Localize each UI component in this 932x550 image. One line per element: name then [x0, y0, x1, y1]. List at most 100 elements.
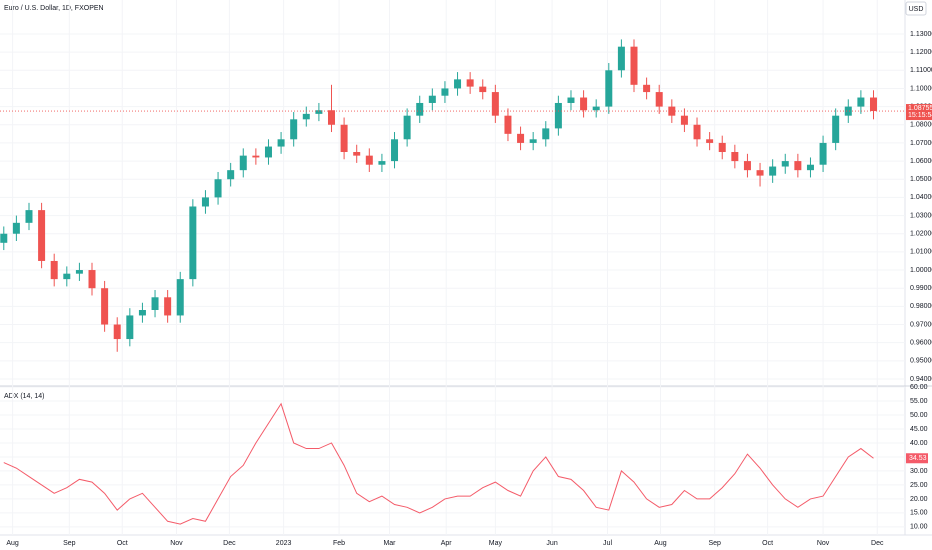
candle-body	[756, 170, 764, 176]
x-tick-label: Sep	[63, 540, 76, 547]
y-tick-label: 40.00	[910, 440, 928, 447]
candle-body	[88, 270, 96, 289]
x-tick-label: Feb	[333, 540, 345, 547]
candle-body	[340, 124, 348, 153]
indicator-title: ADX (14, 14)	[4, 393, 44, 400]
candle-body	[630, 46, 638, 85]
y-tick-label: 1.03000	[910, 212, 932, 219]
currency: USD	[909, 6, 924, 13]
y-tick-label: 15.00	[910, 510, 928, 517]
candle-body	[479, 86, 487, 93]
candle-body	[680, 115, 688, 125]
candle-body	[113, 324, 121, 340]
candle-body	[718, 142, 726, 153]
candle-body	[239, 155, 247, 171]
candle-body	[605, 70, 613, 107]
chart-title: Euro / U.S. Dollar, 1D, FXOPEN	[4, 5, 104, 12]
candle-body	[554, 102, 562, 129]
y-tick-label: 55.00	[910, 398, 928, 405]
candle-body	[769, 166, 777, 176]
candle-body	[731, 152, 739, 162]
candle-body	[517, 133, 525, 143]
candle-body	[580, 97, 588, 111]
candle-body	[315, 110, 323, 114]
candle-body	[25, 210, 33, 223]
candle-body	[63, 273, 71, 280]
candle-body	[176, 279, 184, 316]
x-tick-label: Dec	[871, 540, 884, 547]
candle-body	[743, 161, 751, 171]
y-tick-label: 1.04000	[910, 194, 932, 201]
candle-body	[643, 84, 651, 93]
candle-body	[794, 161, 802, 171]
y-tick-label: 60.00	[910, 384, 928, 391]
y-tick-label: 1.00000	[910, 267, 932, 274]
y-tick-label: 1.05000	[910, 176, 932, 183]
candle-body	[75, 270, 83, 274]
candle-body	[378, 161, 386, 165]
x-tick-label: Jun	[546, 540, 557, 547]
price-label-box	[906, 104, 932, 121]
x-tick-label: Oct	[762, 540, 773, 547]
candle-body	[189, 206, 197, 280]
candle-body	[101, 288, 109, 325]
candle-body	[857, 97, 865, 107]
y-tick-label: 1.11000	[910, 67, 932, 74]
price-label: 1.08755	[908, 105, 932, 112]
candle-body	[806, 164, 814, 171]
y-tick-label: 50.00	[910, 412, 928, 419]
candle-body	[214, 179, 222, 198]
x-tick-label: May	[489, 540, 503, 547]
x-tick-label: Jul	[603, 540, 612, 547]
candle-body	[504, 115, 512, 134]
candle-body	[567, 97, 575, 103]
x-tick-label: Aug	[654, 540, 667, 547]
candle-body	[403, 115, 411, 140]
countdown: 15:15:54	[908, 112, 932, 119]
adx-last-label: 34.53	[909, 455, 927, 462]
candle-body	[592, 106, 600, 111]
candle-body	[844, 106, 852, 116]
candle-body	[12, 222, 20, 234]
candle-body	[0, 233, 8, 243]
y-tick-label: 20.00	[910, 496, 928, 503]
candle-body	[655, 92, 663, 107]
x-tick-label: Nov	[817, 540, 830, 547]
candle-body	[441, 88, 449, 96]
candle-body	[252, 155, 260, 158]
candle-body	[428, 95, 436, 103]
candle-body	[327, 110, 335, 125]
x-tick-label: Mar	[383, 540, 396, 547]
candle-body	[290, 119, 298, 140]
y-tick-label: 0.99000	[910, 285, 932, 292]
y-tick-label: 25.00	[910, 482, 928, 489]
candle-body	[201, 197, 209, 207]
currency-box[interactable]	[905, 1, 927, 16]
candle-body	[264, 146, 272, 158]
candle-body	[454, 79, 462, 89]
candle-body	[819, 142, 827, 165]
x-tick-label: Nov	[170, 540, 183, 547]
candle-body	[781, 161, 789, 167]
adx-label-box	[906, 453, 928, 464]
x-tick-label: Apr	[441, 540, 453, 547]
y-tick-label: 30.00	[910, 468, 928, 475]
candle-body	[277, 139, 285, 147]
y-tick-label: 1.12000	[910, 49, 932, 56]
candle-body	[869, 97, 877, 112]
y-tick-label: 1.02000	[910, 231, 932, 238]
adx-line	[3, 402, 874, 525]
y-tick-label: 1.13000	[910, 31, 932, 38]
y-tick-label: 45.00	[910, 426, 928, 433]
candle-body	[693, 124, 701, 140]
candle-body	[151, 297, 159, 310]
candle-body	[832, 115, 840, 143]
